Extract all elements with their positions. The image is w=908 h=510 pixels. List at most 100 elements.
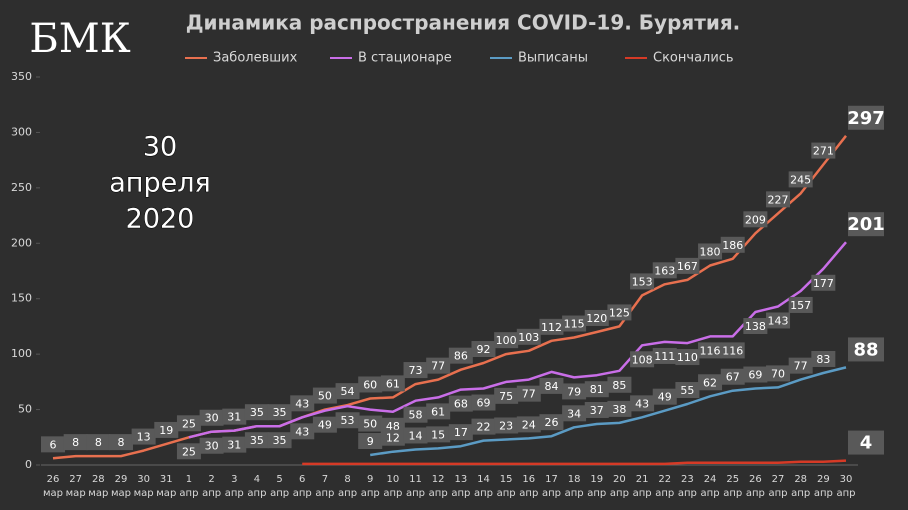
x-tick-label: 17	[545, 474, 558, 485]
y-tick-label: 250	[11, 181, 32, 194]
data-label: 111	[652, 347, 677, 364]
data-label-text: 34	[567, 407, 581, 420]
data-label-text: 297	[847, 108, 885, 129]
data-label: 125	[607, 304, 632, 321]
data-label: 112	[539, 318, 564, 335]
data-label-text: 81	[590, 383, 604, 396]
data-label-text: 50	[318, 390, 332, 403]
x-tick-label: 22	[658, 474, 671, 485]
x-tick-label: апр	[293, 488, 312, 499]
data-label-box	[426, 403, 451, 420]
data-label-text: 22	[476, 421, 490, 434]
data-label-text: 19	[159, 424, 173, 437]
data-label-box	[516, 416, 541, 433]
y-tick-label: 300	[11, 125, 32, 138]
data-label-text: 12	[386, 432, 400, 445]
data-label: 177	[811, 274, 836, 291]
x-tick-label: апр	[451, 488, 470, 499]
data-label-box	[720, 368, 745, 385]
data-label-box	[848, 105, 884, 130]
chart-title: Динамика распространения COVID-19. Бурят…	[186, 11, 741, 35]
data-label-box	[290, 423, 315, 440]
data-label-text: 17	[454, 426, 468, 439]
data-label-box	[403, 362, 428, 379]
x-tick-label: апр	[746, 488, 765, 499]
data-label-text: 177	[813, 277, 834, 290]
data-label-box	[403, 427, 428, 444]
data-label: 31	[222, 408, 247, 425]
data-label: 14	[403, 427, 428, 444]
data-label: 245	[788, 171, 813, 188]
data-label: 227	[766, 191, 791, 208]
x-tick-label: апр	[610, 488, 629, 499]
data-label: 8	[63, 434, 88, 451]
x-tick-label: мар	[134, 488, 154, 499]
y-tick-label: 0	[25, 458, 32, 471]
data-label: 4	[848, 430, 884, 455]
data-label: 15	[426, 426, 451, 443]
data-label-text: 6	[50, 438, 57, 451]
data-label-text: 70	[771, 367, 785, 380]
logo: БМК	[29, 16, 130, 62]
x-tick-label: 20	[613, 474, 626, 485]
x-tick-label: 26	[47, 474, 60, 485]
data-label-text: 8	[72, 436, 79, 449]
data-label-text: 112	[541, 321, 562, 334]
data-label-text: 108	[632, 353, 653, 366]
data-label-box	[86, 434, 111, 451]
data-label-box	[290, 395, 315, 412]
data-label-text: 38	[612, 403, 626, 416]
data-label-box	[607, 304, 632, 321]
x-tick-label: апр	[814, 488, 833, 499]
data-label-box	[516, 385, 541, 402]
data-label: 35	[244, 432, 269, 449]
data-label-text: 245	[790, 173, 811, 186]
legend-label: Заболевших	[213, 51, 298, 66]
data-label-text: 103	[518, 331, 539, 344]
data-label-box	[448, 395, 473, 412]
data-label: 88	[848, 337, 884, 362]
data-label: 38	[607, 400, 632, 417]
x-tick-label: 12	[432, 474, 445, 485]
data-label-box	[743, 318, 768, 335]
data-label: 55	[675, 382, 700, 399]
data-label-text: 35	[250, 434, 264, 447]
data-label-text: 58	[409, 409, 423, 422]
data-label-box	[335, 383, 360, 400]
data-label-text: 25	[182, 445, 196, 458]
data-label: 100	[494, 332, 519, 349]
data-label-text: 54	[341, 385, 355, 398]
data-label: 92	[471, 341, 496, 358]
data-label-box	[848, 337, 884, 362]
data-label-box	[539, 318, 564, 335]
data-label-box	[788, 171, 813, 188]
data-label: 115	[562, 315, 587, 332]
data-label-text: 43	[295, 425, 309, 438]
data-label: 49	[652, 388, 677, 405]
data-label-text: 157	[790, 299, 811, 312]
data-label-box	[675, 382, 700, 399]
data-label: 37	[584, 401, 609, 418]
data-label-text: 26	[544, 416, 558, 429]
data-label: 25	[176, 443, 201, 460]
x-tick-label: 28	[794, 474, 807, 485]
data-label: 83	[811, 350, 836, 367]
data-label-text: 25	[182, 417, 196, 430]
x-tick-label: апр	[247, 488, 266, 499]
data-label-box	[539, 414, 564, 431]
x-tick-label: 25	[726, 474, 739, 485]
annotation: 2020	[126, 204, 195, 235]
data-label: 153	[630, 273, 655, 290]
x-tick-label: апр	[497, 488, 516, 499]
data-label: 22	[471, 418, 496, 435]
x-tick-label: апр	[565, 488, 584, 499]
x-tick-label: 27	[69, 474, 82, 485]
data-label: 110	[675, 349, 700, 366]
data-label-box	[494, 387, 519, 404]
data-label-box	[131, 428, 156, 445]
data-label-box	[811, 350, 836, 367]
data-label: 19	[154, 421, 179, 438]
data-label-box	[584, 309, 609, 326]
data-label: 17	[448, 424, 473, 441]
